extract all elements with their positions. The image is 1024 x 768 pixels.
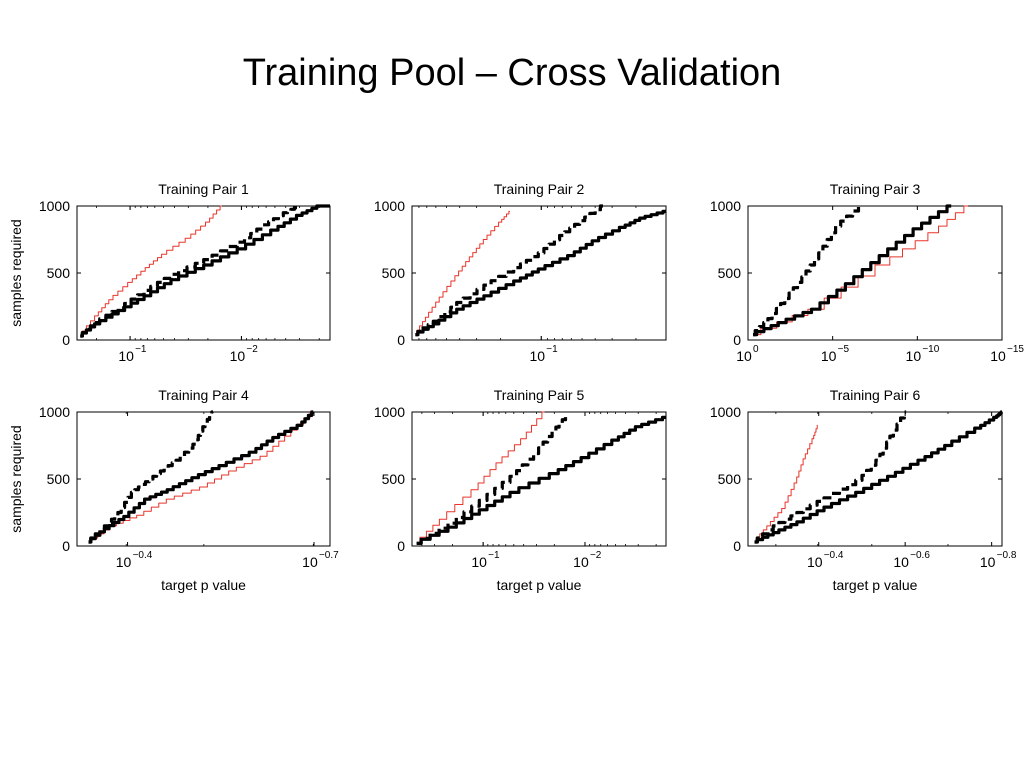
x-tick-label-base: 10: [821, 348, 837, 364]
x-tick-label-base: 10: [230, 348, 246, 364]
series-line-solid-thin: [416, 411, 545, 544]
y-tick-label: 0: [733, 538, 741, 554]
x-tick-label-base: 10: [118, 348, 134, 364]
x-tick-label-exponent: −0.4: [824, 550, 844, 561]
y-tick-label: 500: [382, 471, 406, 487]
series-line-solid-thick: [80, 204, 331, 338]
x-tick-label-base: 10: [573, 554, 589, 570]
y-tick-label: 500: [718, 471, 742, 487]
y-tick-label: 1000: [374, 198, 405, 214]
y-tick-label: 1000: [374, 404, 405, 420]
series-line-dashed-thick: [415, 204, 603, 337]
y-tick-label: 500: [718, 265, 742, 281]
y-tick-label: 0: [62, 538, 70, 554]
x-axis-label: target p value: [497, 577, 582, 593]
series-line-solid-thin: [80, 205, 222, 337]
series-line-dashed-thick: [80, 204, 300, 338]
series-line-solid-thin: [753, 205, 969, 336]
x-tick-label-exponent: −2: [246, 344, 258, 355]
y-axis-label: samples required: [8, 219, 24, 326]
y-tick-label: 0: [397, 538, 405, 554]
chart-panel-2: Training Pair 2 0 500 1000 10 −1: [374, 181, 667, 364]
y-tick-label: 500: [47, 471, 71, 487]
panel-title: Training Pair 2: [494, 181, 585, 197]
y-tick-label: 1000: [710, 404, 741, 420]
y-axis-label: samples required: [8, 425, 24, 532]
series-line-solid-thick: [416, 415, 666, 545]
panel-title: Training Pair 5: [494, 387, 585, 403]
panel-title: Training Pair 3: [830, 181, 921, 197]
series-line-solid-thick: [415, 209, 666, 337]
x-tick-label-base: 10: [990, 348, 1006, 364]
series-line-solid-thin: [88, 411, 314, 543]
series-line-solid-thick: [88, 410, 314, 544]
x-tick-label-base: 10: [529, 348, 545, 364]
x-axis-label: target p value: [833, 577, 918, 593]
x-tick-label-exponent: −15: [1007, 344, 1024, 355]
x-tick-label-exponent: −10: [922, 344, 939, 355]
x-tick-label-base: 10: [906, 348, 922, 364]
series-line-solid-thin: [415, 210, 510, 336]
panel-title: Training Pair 4: [158, 387, 249, 403]
x-tick-label-exponent: −0.8: [997, 550, 1017, 561]
x-tick-label-base: 10: [302, 554, 318, 570]
x-axis-label: target p value: [161, 577, 246, 593]
x-tick-label-base: 10: [736, 348, 752, 364]
y-tick-label: 1000: [39, 198, 70, 214]
x-tick-label-exponent: 0: [753, 344, 759, 355]
x-tick-label-base: 10: [471, 554, 487, 570]
x-tick-label-exponent: −1: [488, 550, 500, 561]
y-tick-label: 0: [397, 332, 405, 348]
x-tick-label-exponent: −1: [135, 344, 147, 355]
y-tick-label: 1000: [710, 198, 741, 214]
x-tick-label-exponent: −0.6: [910, 550, 930, 561]
panel-title: Training Pair 6: [830, 387, 921, 403]
y-tick-label: 0: [733, 332, 741, 348]
series-line-dashed-thick: [753, 204, 862, 337]
x-tick-label-exponent: −0.7: [319, 550, 339, 561]
y-tick-label: 500: [382, 265, 406, 281]
y-tick-label: 0: [62, 332, 70, 348]
y-tick-label: 500: [47, 265, 71, 281]
x-tick-label-exponent: −0.4: [133, 550, 153, 561]
panel-title: Training Pair 1: [158, 181, 249, 197]
series-line-solid-thick: [753, 204, 952, 337]
series-line-dashed-thick: [88, 410, 214, 544]
series-line-solid-thick: [754, 410, 1003, 544]
x-tick-label-base: 10: [116, 554, 132, 570]
x-tick-label-base: 10: [980, 554, 996, 570]
slide-title: Training Pool – Cross Validation: [242, 52, 782, 94]
x-tick-label-exponent: −2: [590, 550, 602, 561]
series-line-solid-thin: [754, 424, 818, 543]
x-tick-label-base: 10: [807, 554, 823, 570]
series-line-dashed-thick: [754, 410, 907, 544]
x-tick-label-exponent: −1: [546, 344, 558, 355]
x-tick-label-base: 10: [893, 554, 909, 570]
y-tick-label: 1000: [39, 404, 70, 420]
x-tick-label-exponent: −5: [838, 344, 850, 355]
